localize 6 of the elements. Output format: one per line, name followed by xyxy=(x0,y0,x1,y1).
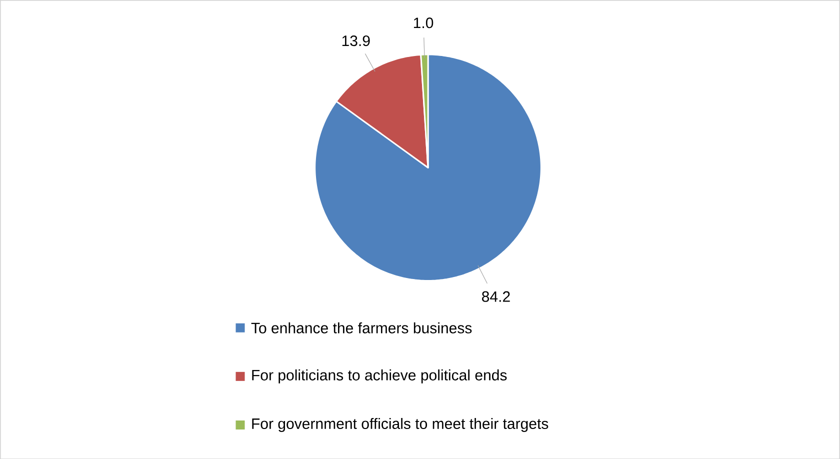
legend-label: For government officials to meet their targets xyxy=(252,418,548,432)
legend-label: To enhance the farmers business xyxy=(251,322,472,334)
legend-label: For politicians to achieve political ends xyxy=(252,369,507,384)
data-label: 1.0 xyxy=(414,17,434,28)
data-label: 84.2 xyxy=(482,291,510,302)
data-label: 13.9 xyxy=(342,35,370,46)
